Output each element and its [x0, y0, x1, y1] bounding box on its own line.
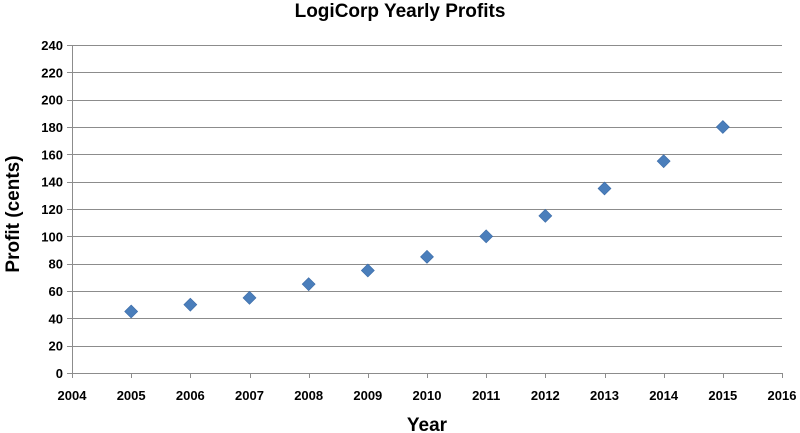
- y-tick-label: 140: [41, 175, 63, 190]
- axes: [67, 45, 783, 378]
- x-tick-label: 2012: [531, 388, 560, 403]
- x-tick-label: 2010: [413, 388, 442, 403]
- data-point: [715, 120, 730, 134]
- data-point: [420, 249, 434, 264]
- x-tick-label: 2008: [294, 388, 323, 403]
- x-tick-label: 2004: [58, 388, 88, 403]
- chart-title: LogiCorp Yearly Profits: [295, 1, 506, 22]
- gridlines: [72, 45, 782, 347]
- x-tick-label: 2006: [176, 388, 205, 403]
- data-point: [656, 154, 671, 169]
- y-tick-label: 180: [41, 120, 63, 135]
- x-tick-label: 2005: [117, 388, 146, 403]
- x-tick-label: 2013: [590, 388, 619, 403]
- x-tick-label: 2014: [649, 388, 679, 403]
- y-tick-label: 160: [41, 147, 63, 162]
- data-point: [242, 290, 257, 305]
- data-points: [124, 120, 730, 319]
- data-point: [124, 304, 139, 319]
- y-tick-labels: 0 20 40 60 80 100 120 140 160 180 200 220 240: [41, 38, 63, 381]
- x-tick-label: 2009: [353, 388, 382, 403]
- y-tick-label: 80: [49, 257, 63, 272]
- x-tick-label: 2011: [472, 388, 500, 403]
- data-point: [479, 229, 494, 244]
- y-tick-label: 200: [41, 93, 63, 108]
- y-axis-title: Profit (cents): [3, 155, 24, 272]
- data-point: [183, 297, 198, 312]
- x-tick-labels: 2004 2005 2006 2007 2008 2009 2010 2011 2012 2013…: [58, 388, 797, 403]
- x-tick-label: 2015: [708, 388, 737, 403]
- y-tick-label: 120: [41, 202, 63, 217]
- y-tick-label: 20: [49, 339, 63, 354]
- y-tick-label: 100: [41, 229, 63, 244]
- y-tick-label: 240: [41, 38, 63, 53]
- data-point: [301, 277, 316, 292]
- x-axis-title: Year: [407, 415, 448, 433]
- data-point: [597, 181, 612, 196]
- y-tick-label: 220: [41, 65, 63, 80]
- x-tick-label: 2016: [768, 388, 797, 403]
- data-point: [360, 263, 375, 278]
- data-point: [538, 208, 553, 223]
- x-tick-label: 2007: [235, 388, 264, 403]
- y-tick-label: 0: [56, 366, 63, 381]
- y-tick-label: 60: [49, 284, 63, 299]
- y-tick-label: 40: [49, 311, 63, 326]
